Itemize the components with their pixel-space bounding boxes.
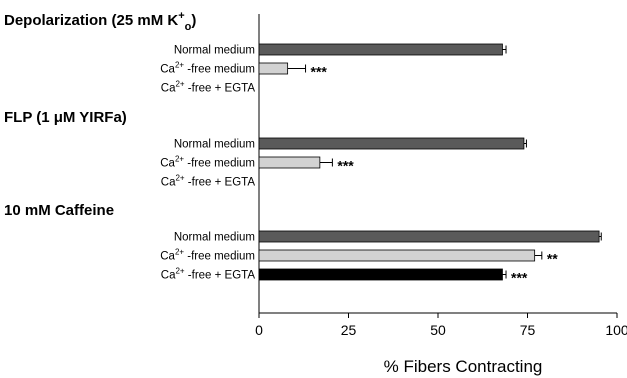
category-label: Normal medium	[174, 139, 255, 151]
group-title-end: )	[191, 12, 196, 29]
x-tick-label: 75	[520, 322, 536, 338]
bar	[258, 249, 536, 262]
x-axis-ticks: 0 25 50 75 100	[255, 313, 627, 338]
bar	[258, 62, 289, 75]
category-label-text: Ca	[160, 158, 175, 170]
category-label-text: Ca	[160, 251, 175, 263]
category-label-rest: -free + EGTA	[185, 270, 256, 282]
category-label: Ca2+ -free medium	[160, 155, 255, 170]
category-label-text: Normal medium	[174, 139, 255, 151]
category-label: Ca2+ -free medium	[160, 61, 255, 76]
category-label: Ca2+ -free + EGTA	[161, 80, 256, 95]
group-title: Depolarization (25 mM K+o)	[4, 10, 196, 33]
category-label-text: Ca	[161, 177, 176, 189]
group-title-sub: o	[185, 21, 192, 33]
category-label-rest: -free + EGTA	[185, 177, 256, 189]
bar	[258, 230, 600, 243]
category-label: Ca2+ -free + EGTA	[161, 267, 256, 282]
group-title-sup: +	[178, 10, 184, 22]
category-label-rest: -free medium	[184, 64, 255, 76]
category-label-sup: 2+	[175, 80, 184, 89]
category-label: Ca2+ -free + EGTA	[161, 174, 256, 189]
group-title-text: 10 mM Caffeine	[4, 202, 114, 219]
bar	[258, 156, 321, 169]
group-title-text: Depolarization (25 mM K	[4, 12, 178, 29]
group-title: FLP (1 μM YIRFa)	[4, 109, 127, 126]
category-label-sup: 2+	[175, 174, 184, 183]
group-title-text: FLP (1 μM YIRFa)	[4, 109, 127, 126]
category-label-rest: -free medium	[184, 251, 255, 263]
x-axis-title: % Fibers Contracting	[384, 357, 543, 376]
category-label-sup: 2+	[175, 267, 184, 276]
category-label-sup: 2+	[175, 61, 184, 70]
category-label-text: Normal medium	[174, 232, 255, 244]
category-label: Normal medium	[174, 232, 255, 244]
bar	[258, 43, 503, 56]
x-tick-label: 100	[605, 322, 627, 338]
significance-marker: **	[547, 251, 558, 267]
significance-marker: ***	[337, 158, 354, 174]
significance-marker: ***	[311, 64, 328, 80]
category-label-sup: 2+	[175, 155, 184, 164]
x-tick-label: 0	[255, 322, 263, 338]
x-tick-label: 25	[341, 322, 357, 338]
category-label-text: Ca	[161, 83, 176, 95]
x-tick-label: 50	[430, 322, 446, 338]
category-label: Normal medium	[174, 45, 255, 57]
category-label-text: Ca	[160, 64, 175, 76]
bar-group: Depolarization (25 mM K+o) Normal medium C…	[4, 10, 507, 95]
category-label-text: Normal medium	[174, 45, 255, 57]
category-label-sup: 2+	[175, 248, 184, 257]
bar	[258, 268, 503, 281]
bar-groups: Depolarization (25 mM K+o) Normal medium C…	[4, 10, 602, 286]
category-label-text: Ca	[161, 270, 176, 282]
category-label-rest: -free + EGTA	[185, 83, 256, 95]
category-label: Ca2+ -free medium	[160, 248, 255, 263]
significance-marker: ***	[511, 270, 528, 286]
group-title: 10 mM Caffeine	[4, 202, 114, 219]
bar	[258, 137, 525, 150]
category-label-rest: -free medium	[184, 158, 255, 170]
